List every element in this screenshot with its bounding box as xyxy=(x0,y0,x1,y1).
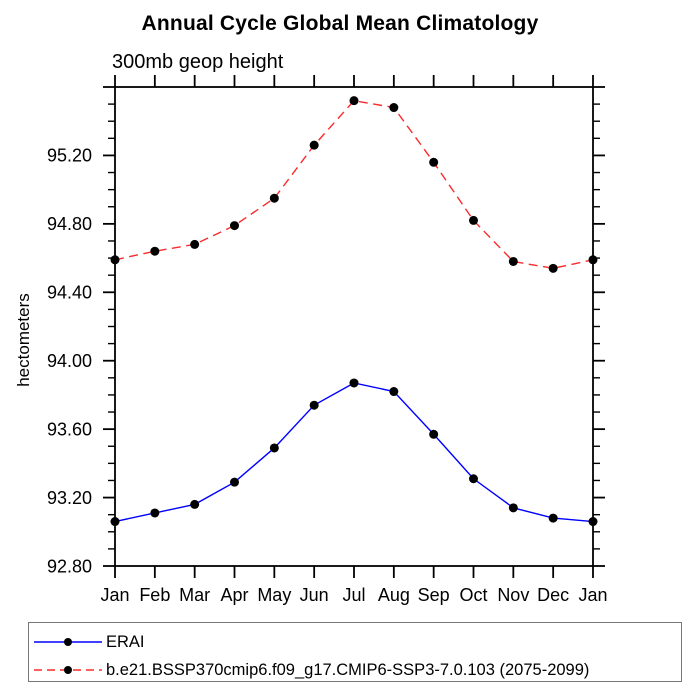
svg-text:Dec: Dec xyxy=(537,585,569,605)
chart-title: Annual Cycle Global Mean Climatology xyxy=(141,12,539,35)
svg-text:94.40: 94.40 xyxy=(47,283,92,303)
svg-text:May: May xyxy=(257,585,291,605)
svg-text:Sep: Sep xyxy=(418,585,450,605)
legend-item-erai: ERAI xyxy=(29,628,681,656)
svg-text:Jan: Jan xyxy=(578,585,607,605)
svg-text:Mar: Mar xyxy=(179,585,210,605)
svg-text:Feb: Feb xyxy=(139,585,170,605)
svg-text:93.60: 93.60 xyxy=(47,419,92,439)
svg-text:Apr: Apr xyxy=(220,585,248,605)
svg-text:94.80: 94.80 xyxy=(47,214,92,234)
svg-text:Jun: Jun xyxy=(300,585,329,605)
svg-text:Nov: Nov xyxy=(497,585,529,605)
legend-box: ERAI b.e21.BSSP370cmip6.f09_g17.CMIP6-SS… xyxy=(28,622,682,682)
svg-text:Jul: Jul xyxy=(342,585,365,605)
legend-label-erai: ERAI xyxy=(106,632,145,651)
svg-text:Aug: Aug xyxy=(378,585,410,605)
erai-line-sample-icon xyxy=(34,638,102,646)
model-line-sample-icon xyxy=(34,666,102,674)
chart-subtitle: 300mb geop height xyxy=(112,51,284,73)
plot-area: 92.80 93.20 93.60 94.00 94.40 94.80 95.20 Jan Fe… xyxy=(47,75,608,605)
svg-text:92.80: 92.80 xyxy=(47,556,92,576)
svg-text:Oct: Oct xyxy=(459,585,487,605)
svg-text:93.20: 93.20 xyxy=(47,488,92,508)
legend-label-model: b.e21.BSSP370cmip6.f09_g17.CMIP6-SSP3-7.… xyxy=(106,660,590,679)
svg-text:95.20: 95.20 xyxy=(47,146,92,166)
svg-text:94.00: 94.00 xyxy=(47,351,92,371)
legend-item-model: b.e21.BSSP370cmip6.f09_g17.CMIP6-SSP3-7.… xyxy=(29,656,681,684)
svg-text:Jan: Jan xyxy=(100,585,129,605)
